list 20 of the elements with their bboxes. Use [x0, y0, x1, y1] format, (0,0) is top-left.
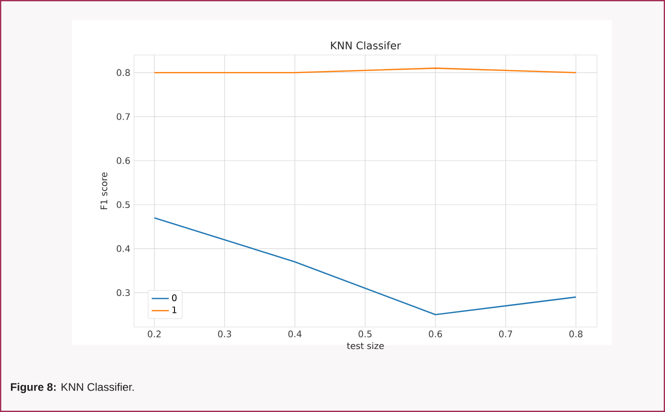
line-series [154, 217, 577, 316]
x-tick-label: 0.3 [218, 330, 232, 338]
legend-label: 0 [172, 294, 177, 302]
y-tick-label: 0.3 [116, 289, 130, 296]
y-axis-title: F1 score [100, 172, 108, 210]
x-tick-label: 0.6 [428, 330, 442, 338]
legend-label: 1 [172, 306, 176, 314]
x-tick-label: 0.8 [569, 330, 582, 338]
y-tick-label: 0.8 [116, 69, 130, 76]
x-tick-label: 0.2 [148, 330, 161, 338]
y-tick-label: 0.7 [116, 113, 130, 120]
x-tick-label: 0.7 [499, 330, 512, 338]
x-tick-label: 0.5 [358, 330, 372, 338]
text: Figure 8: KNN Classifier. [10, 382, 134, 394]
y-tick-label: 0.4 [116, 245, 130, 252]
y-tick-label: 0.6 [116, 157, 130, 164]
x-axis-title: test size [346, 342, 384, 350]
x-tick-label: 0.4 [288, 330, 302, 338]
y-tick-label: 0.5 [116, 201, 130, 208]
chart-title: KNN Classifer [331, 41, 401, 50]
